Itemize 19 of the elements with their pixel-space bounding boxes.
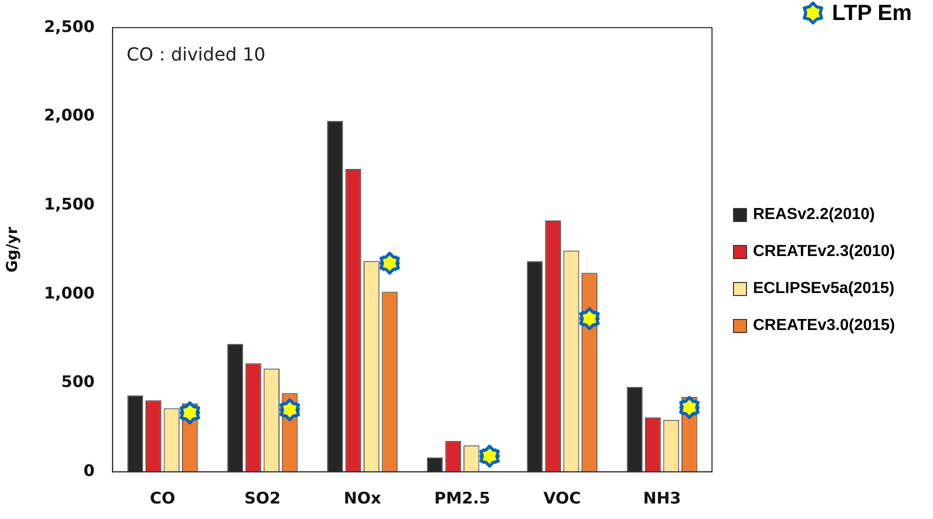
x-tick-label: SO2 — [244, 488, 281, 508]
legend-label: CREATEv2.3(2010) — [753, 242, 895, 260]
legend-label: CREATEv3.0(2015) — [753, 316, 895, 334]
y-tick-label: 1,000 — [44, 283, 95, 302]
annotation: CO : divided 10 — [126, 44, 266, 66]
legend-label: REASv2.2(2010) — [753, 206, 875, 224]
x-tick-label: PM2.5 — [434, 488, 490, 508]
y-axis-title: Gg/yr — [2, 226, 21, 273]
x-tick-label: NH3 — [643, 488, 682, 508]
legend-label: LTP Em — [832, 0, 912, 26]
y-tick-label: 0 — [83, 460, 95, 480]
y-tick-label: 2,500 — [44, 16, 95, 36]
x-tick-label: VOC — [543, 488, 581, 508]
legend-label: ECLIPSEv5a(2015) — [753, 280, 894, 298]
x-tick-label: CO — [150, 488, 176, 508]
x-tick-label: NOx — [344, 488, 382, 508]
y-tick-label: 1,500 — [44, 194, 95, 214]
y-tick-label: 2,000 — [44, 106, 95, 125]
y-tick-label: 500 — [61, 372, 95, 392]
